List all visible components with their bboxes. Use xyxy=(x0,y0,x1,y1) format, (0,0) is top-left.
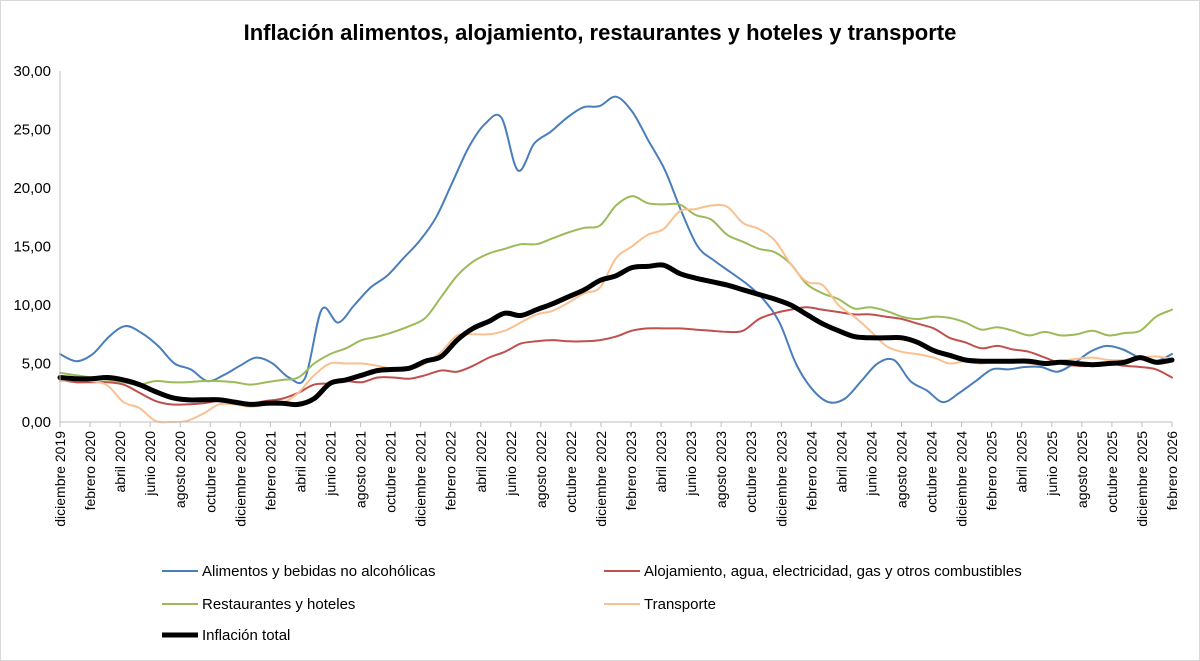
y-tick-label: 10,00 xyxy=(13,297,51,314)
x-tick-label: diciembre 2024 xyxy=(954,431,970,527)
x-tick-label: diciembre 2021 xyxy=(413,431,429,527)
legend-label-2: Alojamiento, agua, electricidad, gas y o… xyxy=(644,563,1022,580)
x-tick-label: octubre 2021 xyxy=(383,431,399,513)
x-axis-ticks: diciembre 2019 febrero 2020 abril 2020 juni… xyxy=(52,422,1180,527)
series-layer xyxy=(57,95,1175,424)
x-tick-label: junio 2025 xyxy=(1044,431,1060,497)
x-tick-label: agosto 2020 xyxy=(172,431,188,508)
x-tick-label: octubre 2025 xyxy=(1104,431,1120,513)
x-tick-label: abril 2023 xyxy=(653,431,669,493)
series-line-1 xyxy=(59,95,1173,404)
x-tick-label: febrero 2023 xyxy=(623,431,639,511)
x-tick-label: agosto 2024 xyxy=(894,431,910,508)
series-line-3 xyxy=(59,195,1173,386)
x-tick-label: junio 2021 xyxy=(323,431,339,497)
x-tick-label: abril 2022 xyxy=(473,431,489,493)
x-tick-label: agosto 2022 xyxy=(533,431,549,508)
x-tick-label: abril 2024 xyxy=(833,431,849,493)
legend-label-1: Alimentos y bebidas no alcohólicas xyxy=(202,563,435,580)
series-line-4 xyxy=(59,203,1173,424)
x-tick-label: agosto 2025 xyxy=(1074,431,1090,508)
x-tick-label: octubre 2022 xyxy=(563,431,579,513)
y-tick-label: 5,00 xyxy=(22,356,51,373)
y-tick-label: 25,00 xyxy=(13,122,51,139)
x-tick-label: abril 2021 xyxy=(292,431,308,493)
axes xyxy=(59,71,1172,423)
legend: Alimentos y bebidas no alcohólicas Alojam… xyxy=(162,563,1022,644)
x-tick-label: junio 2023 xyxy=(683,431,699,497)
x-tick-label: febrero 2026 xyxy=(1164,431,1180,511)
x-tick-label: abril 2025 xyxy=(1014,431,1030,493)
x-tick-label: febrero 2025 xyxy=(984,431,1000,511)
y-tick-label: 30,00 xyxy=(13,63,51,80)
y-tick-label: 15,00 xyxy=(13,239,51,256)
y-tick-label: 0,00 xyxy=(22,414,51,431)
x-tick-label: abril 2020 xyxy=(112,431,128,493)
legend-label-5: Inflación total xyxy=(202,627,290,644)
legend-label-3: Restaurantes y hoteles xyxy=(202,596,355,613)
x-tick-label: agosto 2021 xyxy=(353,431,369,508)
x-tick-label: diciembre 2025 xyxy=(1134,431,1150,527)
x-tick-label: junio 2024 xyxy=(864,431,880,497)
y-tick-label: 20,00 xyxy=(13,180,51,197)
x-tick-label: febrero 2020 xyxy=(82,431,98,511)
x-tick-label: febrero 2022 xyxy=(443,431,459,511)
x-tick-label: octubre 2020 xyxy=(202,431,218,513)
x-tick-label: febrero 2024 xyxy=(803,431,819,511)
chart-title: Inflación alimentos, alojamiento, restau… xyxy=(244,20,957,45)
x-tick-label: diciembre 2020 xyxy=(232,431,248,527)
y-axis-ticks: 0,00 5,00 10,00 15,00 20,00 25,00 30,00 xyxy=(13,63,51,431)
x-tick-label: junio 2022 xyxy=(503,431,519,497)
x-tick-label: diciembre 2019 xyxy=(52,431,68,527)
x-tick-label: febrero 2021 xyxy=(262,431,278,511)
x-tick-label: agosto 2023 xyxy=(713,431,729,508)
x-tick-label: octubre 2024 xyxy=(924,431,940,513)
series-line-5 xyxy=(57,262,1175,408)
x-tick-label: diciembre 2022 xyxy=(593,431,609,527)
x-tick-label: junio 2020 xyxy=(142,431,158,497)
series-line-2 xyxy=(59,306,1173,406)
x-tick-label: diciembre 2023 xyxy=(773,431,789,527)
legend-label-4: Transporte xyxy=(644,596,716,613)
x-tick-label: octubre 2023 xyxy=(743,431,759,513)
